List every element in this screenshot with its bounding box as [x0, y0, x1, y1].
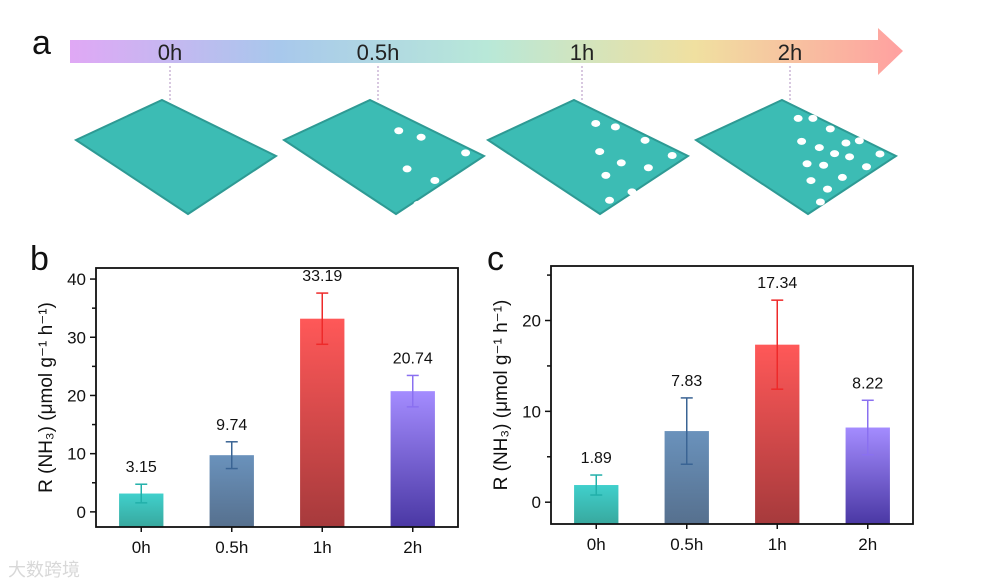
- sheet-2h: [693, 98, 899, 216]
- y-tick-label: 10: [67, 445, 86, 464]
- hole: [856, 183, 866, 191]
- hole: [867, 228, 876, 230]
- x-tick-label-1h: 1h: [768, 535, 787, 554]
- timeline-label-2h: 2h: [778, 40, 802, 65]
- plot-frame: [550, 265, 914, 525]
- hole: [891, 220, 901, 228]
- hole: [890, 204, 900, 212]
- timeline-label-0h: 0h: [158, 40, 182, 65]
- hole: [825, 125, 835, 133]
- hole: [819, 161, 829, 169]
- chart-c: 1.89 0h 7.83 0.5h 17.34 1h 8.22 2h 0 10 20 R (NH₃) …: [491, 265, 914, 554]
- hole: [610, 123, 620, 131]
- hole: [462, 189, 472, 197]
- sheet-0h: [73, 98, 279, 216]
- y-tick-label: 20: [522, 312, 541, 331]
- x-tick-label-0.5h: 0.5h: [215, 538, 248, 557]
- hole: [814, 144, 824, 152]
- hole: [815, 198, 825, 206]
- hole: [793, 114, 803, 122]
- hole: [640, 136, 650, 144]
- timeline-arrow: [70, 28, 903, 75]
- data-label-0.5h: 9.74: [216, 417, 247, 434]
- hole: [830, 150, 840, 158]
- x-tick-label-0.5h: 0.5h: [670, 535, 703, 554]
- y-tick-label: 0: [77, 503, 86, 522]
- data-label-0.5h: 7.83: [671, 373, 702, 390]
- x-tick-label-1h: 1h: [313, 538, 332, 557]
- y-tick-label: 10: [522, 402, 541, 421]
- hole: [823, 185, 833, 193]
- hole: [639, 215, 649, 223]
- hole: [430, 176, 440, 184]
- sheet-0.5h: [281, 98, 487, 216]
- hole: [667, 151, 677, 159]
- hole: [591, 119, 601, 127]
- hole: [830, 214, 840, 222]
- x-tick-label-2h: 2h: [858, 535, 877, 554]
- hole: [846, 217, 856, 225]
- hole: [862, 208, 872, 216]
- hole: [845, 153, 855, 161]
- x-tick-label-0h: 0h: [587, 535, 606, 554]
- hole: [627, 188, 637, 196]
- hole: [841, 139, 851, 147]
- hole: [802, 160, 812, 168]
- data-label-2h: 20.74: [393, 350, 433, 367]
- y-axis-label: R (NH₃) (μmol g⁻¹ h⁻¹): [36, 302, 57, 493]
- sheet-1h: [485, 98, 691, 216]
- hole: [874, 209, 884, 217]
- hole: [394, 127, 404, 135]
- hole: [861, 163, 871, 171]
- bar-1h: [300, 318, 345, 527]
- panel-letter-c: c: [487, 240, 504, 278]
- data-label-0h: 1.89: [581, 450, 612, 467]
- hole: [601, 171, 611, 179]
- hole: [668, 175, 678, 183]
- hole: [808, 114, 818, 122]
- data-label-1h: 17.34: [757, 275, 797, 292]
- hole: [882, 171, 892, 179]
- hole: [649, 197, 659, 205]
- hole: [413, 200, 423, 208]
- y-tick-label: 40: [67, 270, 86, 289]
- y-tick-label: 0: [532, 493, 541, 512]
- hole: [595, 148, 605, 156]
- hole: [461, 149, 471, 157]
- chart-b: 3.15 0h 9.74 0.5h 33.19 1h 20.74 2h 0 10 20 30 40 R (…: [36, 267, 459, 557]
- hole: [840, 199, 850, 207]
- hole: [605, 196, 615, 204]
- x-tick-label-2h: 2h: [403, 538, 422, 557]
- hole: [873, 194, 883, 202]
- timeline-label-1h: 1h: [570, 40, 594, 65]
- hole: [797, 137, 807, 145]
- panel-a-diagram: 0h 0.5h 1h 2h: [70, 28, 903, 230]
- data-label-0h: 3.15: [126, 459, 157, 476]
- data-label-2h: 8.22: [852, 375, 883, 392]
- hole: [416, 133, 426, 141]
- y-tick-label: 20: [67, 386, 86, 405]
- data-label-1h: 33.19: [302, 268, 342, 285]
- timeline-label-0.5h: 0.5h: [357, 40, 400, 65]
- hole: [616, 159, 626, 167]
- y-axis-label: R (NH₃) (μmol g⁻¹ h⁻¹): [491, 300, 512, 491]
- panel-letter-a: a: [32, 24, 51, 62]
- hole: [402, 165, 412, 173]
- hole: [837, 173, 847, 181]
- y-tick-label: 30: [67, 328, 86, 347]
- plot-frame: [95, 267, 459, 528]
- hole: [875, 150, 885, 158]
- bar-2h: [390, 391, 435, 527]
- hole: [643, 164, 653, 172]
- panel-letter-b: b: [30, 240, 49, 278]
- hole: [854, 137, 864, 145]
- hole: [680, 208, 690, 216]
- hole: [806, 177, 816, 185]
- watermark: 大数跨境: [8, 560, 80, 581]
- x-tick-label-0h: 0h: [132, 538, 151, 557]
